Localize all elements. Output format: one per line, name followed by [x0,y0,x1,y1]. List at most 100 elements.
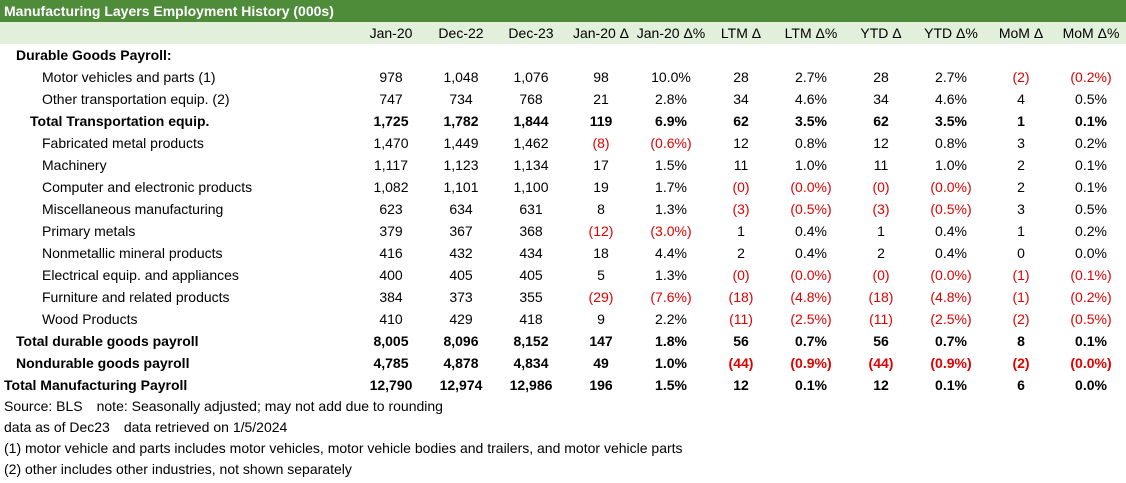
value-cell: (3.0%) [650,223,692,239]
value-cell: 1.0% [795,157,827,173]
note-text: note: Seasonally adjusted; may not add d… [96,398,443,414]
value-cell: 1,462 [513,135,549,151]
table-row: Miscellaneous manufacturing 623 634 631 8 1.3… [0,198,1126,220]
value-cell: 432 [449,245,473,261]
table-row: Furniture and related products 384 373 355 (… [0,286,1126,308]
value-cell: (0) [872,267,890,283]
value-cell: 434 [519,245,543,261]
table-row: Nonmetallic mineral products 416 432 434 18 4… [0,242,1126,264]
value-cell: 418 [519,311,543,327]
value-cell: 410 [379,311,403,327]
value-cell: 4.6% [935,91,967,107]
header-label-cell [0,22,356,44]
value-cell: (18) [728,289,754,305]
value-cell: 1,101 [443,179,479,195]
value-cell: 1.0% [655,355,687,371]
value-cell: 12,974 [439,377,483,393]
value-cell [356,44,426,66]
value-cell [636,44,706,66]
table-row: Other transportation equip. (2) 747 734 768… [0,88,1126,110]
value-cell: 1,470 [373,135,409,151]
value-cell: 367 [449,223,473,239]
footnote-source-line: Source: BLS note: Seasonally adjusted; ma… [4,396,1126,417]
value-cell: 98 [593,69,609,85]
value-cell: 1,123 [443,157,479,173]
value-cell: 1,048 [443,69,479,85]
value-cell: 1.3% [655,267,687,283]
value-cell: (0.9%) [790,355,832,371]
value-cell: (0.5%) [1070,311,1112,327]
value-cell: 8 [1017,333,1025,349]
value-cell: (0.2%) [1070,289,1112,305]
value-cell: 1.8% [655,333,687,349]
value-cell: 373 [449,289,473,305]
value-cell: (0.9%) [930,355,972,371]
value-cell: 1,725 [373,113,409,129]
value-cell: 405 [519,267,543,283]
value-cell: (8) [592,135,610,151]
value-cell: 0.1% [795,377,827,393]
value-cell: 2.7% [935,69,967,85]
value-cell: 34 [733,91,749,107]
column-header: LTM Δ% [784,25,838,41]
value-cell: (0.5%) [790,201,832,217]
value-cell [426,44,496,66]
value-cell: 734 [449,91,473,107]
value-cell [566,44,636,66]
value-cell: (2) [1012,311,1030,327]
value-cell: (1) [1012,289,1030,305]
value-cell: 5 [597,267,605,283]
value-cell: 631 [519,201,543,217]
value-cell: 6 [1017,377,1025,393]
value-cell: 12 [873,135,889,151]
table-body: Durable Goods Payroll: Motor vehicles and… [0,44,1126,396]
value-cell: 0.1% [935,377,967,393]
row-label: Nondurable goods payroll [16,355,190,371]
value-cell: (2) [1012,355,1030,371]
value-cell: 0.0% [1075,245,1107,261]
value-cell: 11 [873,157,889,173]
column-header: Jan-20 [369,25,413,41]
table-title: Manufacturing Layers Employment History … [0,0,1126,22]
value-cell: 21 [593,91,609,107]
value-cell: 1 [737,223,745,239]
value-cell: (0.2%) [1070,69,1112,85]
value-cell: 34 [873,91,889,107]
value-cell: 0.5% [1075,201,1107,217]
row-label: Motor vehicles and parts (1) [42,69,216,85]
value-cell: 0.4% [935,245,967,261]
footnote-2: (2) other includes other industries, not… [4,461,352,477]
value-cell: 1 [1017,113,1025,129]
value-cell: 0.1% [1075,113,1107,129]
value-cell: 119 [589,113,613,129]
value-cell: 0.0% [1075,377,1107,393]
value-cell: 9 [597,311,605,327]
value-cell: 0.2% [1075,135,1107,151]
value-cell: 4,878 [443,355,479,371]
value-cell: (11) [869,311,893,327]
value-cell: (0.0%) [1070,355,1112,371]
value-cell: 400 [379,267,403,283]
value-cell: 0.8% [935,135,967,151]
value-cell [1056,44,1126,66]
row-label: Electrical equip. and appliances [42,267,239,283]
value-cell [496,44,566,66]
value-cell: 12 [733,377,749,393]
value-cell: (2) [1012,69,1030,85]
value-cell: 1.5% [655,157,687,173]
value-cell: 1 [877,223,885,239]
row-label: Miscellaneous manufacturing [42,201,224,217]
value-cell: 978 [379,69,403,85]
table-row: Wood Products 410 429 418 9 2.2% (11) (2.5%) (11… [0,308,1126,330]
table-row: Computer and electronic products 1,082 1,1… [0,176,1126,198]
value-cell: 1,782 [443,113,479,129]
row-label: Total Transportation equip. [30,113,210,129]
value-cell: 634 [449,201,473,217]
value-cell: 4,785 [373,355,409,371]
value-cell: 2.7% [795,69,827,85]
value-cell: 2.8% [655,91,687,107]
footnotes: Source: BLS note: Seasonally adjusted; ma… [0,396,1126,480]
value-cell: 0.1% [1075,157,1107,173]
value-cell: 384 [379,289,403,305]
value-cell: (0.1%) [1070,267,1112,283]
